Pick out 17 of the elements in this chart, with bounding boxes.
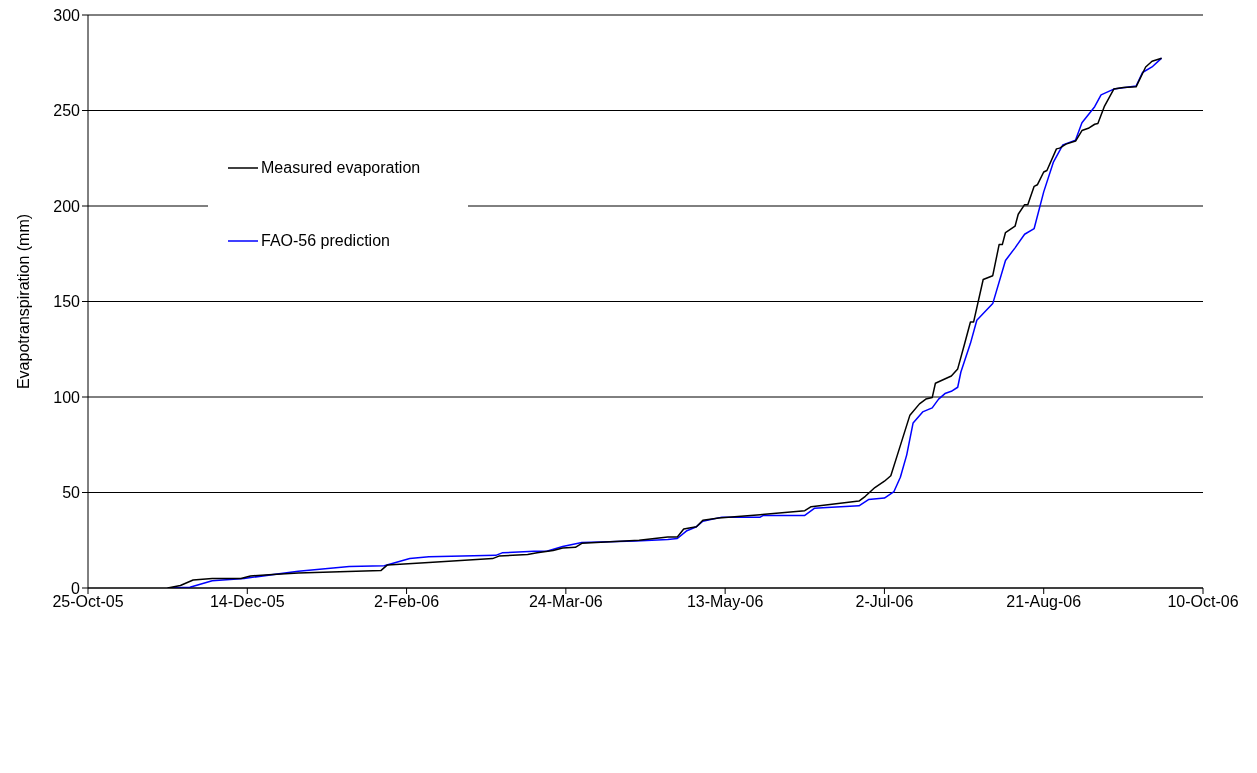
x-tick-label: 13-May-06 bbox=[686, 593, 764, 611]
x-tick-label: 14-Dec-05 bbox=[209, 593, 285, 611]
y-axis-title: Evapotranspiration (mm) bbox=[14, 213, 32, 390]
x-tick-label: 10-Oct-06 bbox=[1167, 593, 1239, 611]
y-tick-label: 150 bbox=[53, 293, 81, 311]
legend-label: FAO-56 prediction bbox=[261, 232, 390, 250]
y-tick-label: 200 bbox=[53, 197, 81, 215]
x-tick-label: 21-Aug-06 bbox=[1006, 593, 1082, 611]
y-tick-label: 300 bbox=[53, 6, 81, 24]
y-tick-label: 100 bbox=[53, 388, 81, 406]
x-tick-label: 2-Jul-06 bbox=[855, 593, 914, 611]
legend-label: Measured evaporation bbox=[261, 159, 421, 177]
x-tick-label: 25-Oct-05 bbox=[52, 593, 124, 611]
y-tick-label: 250 bbox=[53, 102, 81, 120]
x-tick-label: 2-Feb-06 bbox=[374, 593, 440, 611]
y-tick-label: 50 bbox=[62, 484, 81, 502]
x-tick-label: 24-Mar-06 bbox=[528, 593, 603, 611]
